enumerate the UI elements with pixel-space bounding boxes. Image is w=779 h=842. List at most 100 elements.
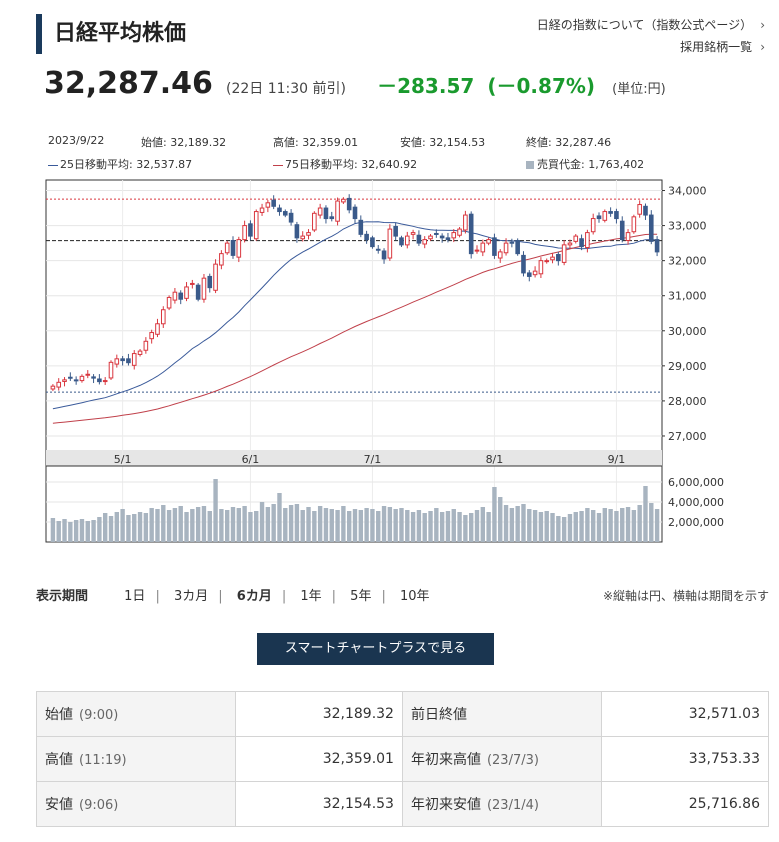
volume-bar	[50, 518, 56, 542]
table-key: 年初来高値	[410, 752, 481, 768]
table-value: 32,189.32	[235, 691, 403, 737]
table-key: 安値	[45, 797, 73, 813]
volume-bar	[457, 512, 462, 542]
volume-bar	[463, 515, 468, 542]
period-1y[interactable]: 1年	[300, 589, 322, 604]
volume-bar	[649, 503, 654, 542]
period-1d[interactable]: 1日	[124, 589, 146, 604]
candle-body	[213, 263, 218, 291]
volume-bar	[567, 514, 573, 542]
candle-body	[259, 207, 265, 213]
chart-info-low: 安値: 32,154.53	[400, 136, 486, 149]
volume-bar	[155, 509, 160, 542]
volume-bar	[102, 513, 108, 542]
volume-bar	[387, 507, 393, 542]
volume-bar	[68, 522, 73, 542]
chart-info-open: 始値: 32,189.32	[141, 136, 227, 149]
volume-bar	[631, 510, 637, 542]
price-unit: (単位:円)	[612, 82, 666, 97]
ma25-legend-icon	[48, 164, 58, 166]
candle-body	[300, 235, 306, 240]
volume-bar	[370, 509, 375, 542]
candle-body	[428, 235, 433, 240]
volume-bar	[166, 510, 172, 542]
candle-body	[497, 251, 503, 259]
candle-body	[114, 358, 120, 365]
candle-body	[654, 239, 660, 253]
volume-bar	[132, 514, 137, 542]
candle-body	[172, 291, 178, 301]
candle-body	[550, 256, 555, 261]
volume-bar	[399, 508, 404, 542]
volume-bar	[492, 487, 497, 542]
volume-bar	[346, 511, 352, 542]
candle-body	[561, 244, 567, 263]
volume-bar	[515, 506, 520, 542]
y-tick-label: 31,000	[668, 290, 707, 303]
volume-bar	[393, 509, 398, 542]
table-value: 33,753.33	[601, 736, 769, 782]
candle-body	[178, 292, 184, 300]
candle-body	[422, 239, 428, 245]
top-links: 日経の指数について（指数公式ページ） › 採用銘柄一覧 ›	[537, 14, 765, 58]
table-key-sub: (11:19)	[79, 753, 127, 768]
candle-body	[370, 237, 375, 248]
candle-body	[288, 212, 294, 223]
volume-bar	[590, 510, 596, 542]
candle-body	[614, 211, 619, 220]
volume-bar	[91, 520, 96, 542]
volume-bar	[178, 506, 183, 542]
volume-bar	[230, 507, 236, 542]
volume-legend-icon	[526, 161, 534, 169]
volume-bar	[306, 507, 311, 542]
chart-info-high: 高値: 32,359.01	[273, 136, 359, 149]
volume-bar	[556, 516, 561, 542]
candle-body	[393, 225, 398, 237]
candle-body	[556, 254, 561, 262]
y-tick-label: 33,000	[668, 220, 707, 233]
volume-bar	[341, 506, 346, 542]
volume-bar	[527, 509, 532, 542]
volume-bar	[521, 504, 526, 542]
volume-bar	[190, 509, 195, 542]
candle-body	[358, 219, 364, 235]
candle-body	[410, 232, 416, 235]
volume-bar	[486, 512, 491, 542]
constituents-link[interactable]: 採用銘柄一覧 ›	[680, 40, 765, 54]
candle-body	[608, 211, 613, 214]
candle-body	[190, 282, 195, 285]
candle-body	[184, 286, 189, 299]
candle-body	[62, 379, 67, 382]
volume-bar	[242, 506, 247, 542]
candle-body	[108, 361, 114, 379]
smart-chart-button[interactable]: スマートチャートプラスで見る	[257, 633, 494, 665]
y-tick-label: 32,000	[668, 255, 707, 268]
period-3m[interactable]: 3カ月	[173, 589, 209, 604]
volume-bar	[335, 510, 340, 542]
index-info-link[interactable]: 日経の指数について（指数公式ページ） ›	[536, 18, 765, 32]
candle-body	[219, 253, 224, 266]
candle-body	[207, 275, 213, 289]
volume-bar	[410, 512, 416, 542]
volume-bar	[265, 507, 271, 542]
table-key: 始値	[45, 707, 73, 723]
candle-body	[85, 373, 91, 376]
volume-bar	[219, 509, 224, 542]
candle-body	[312, 212, 317, 231]
table-key-sub: (9:06)	[79, 798, 119, 813]
ma75-legend-icon	[273, 164, 283, 166]
x-axis-band	[46, 450, 662, 466]
candle-body	[573, 235, 579, 242]
volume-bar	[329, 509, 334, 542]
period-10y[interactable]: 10年	[399, 589, 430, 604]
candle-body	[201, 277, 207, 300]
candle-body	[102, 380, 108, 383]
candle-body	[352, 206, 358, 220]
candle-body	[335, 200, 340, 222]
price-change-pct: (－0.87%)	[487, 74, 596, 98]
period-6m[interactable]: 6カ月	[236, 589, 272, 604]
volume-bar	[254, 511, 259, 542]
period-5y[interactable]: 5年	[350, 589, 372, 604]
candle-body	[625, 232, 631, 241]
candle-body	[416, 234, 422, 244]
